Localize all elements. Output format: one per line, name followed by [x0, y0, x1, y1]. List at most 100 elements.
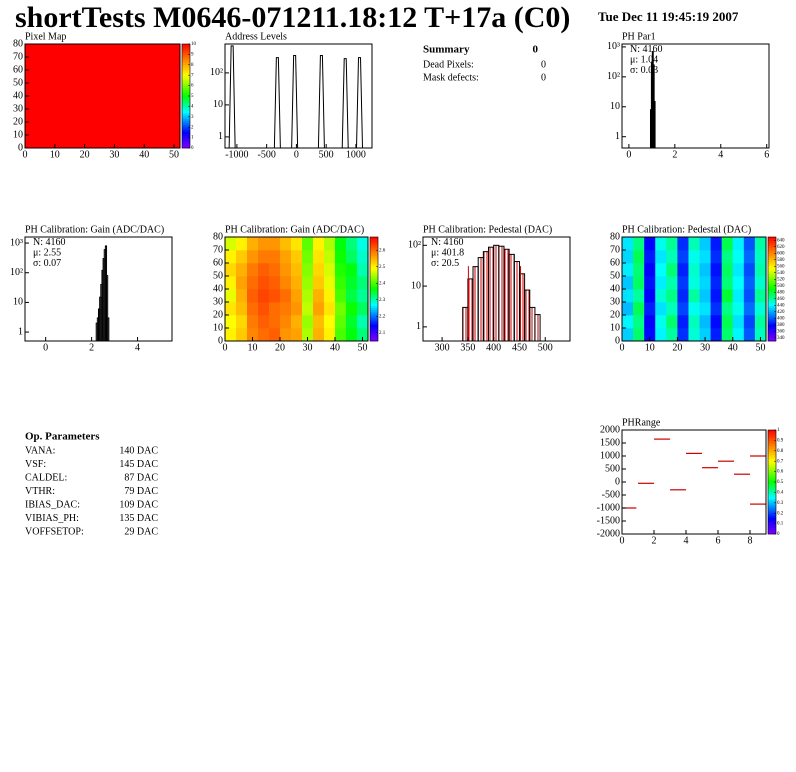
- heatmap-cell: [280, 315, 292, 329]
- plot-border: [422, 236, 571, 342]
- colorbar-segment: [182, 44, 190, 47]
- colorbar-segment: [768, 490, 776, 493]
- x-tick-label: 4: [684, 535, 689, 546]
- heatmap-cell: [666, 263, 678, 277]
- colorbar-segment: [768, 274, 776, 277]
- colorbar-segment: [370, 278, 378, 281]
- colorbar-segment: [768, 239, 776, 242]
- heatmap-cell: [335, 289, 347, 303]
- colorbar-label: 0.6: [777, 470, 784, 475]
- colorbar-segment: [182, 75, 190, 78]
- x-tick-label: -500: [257, 149, 275, 160]
- heatmap-cell: [743, 250, 756, 264]
- colorbar-segment: [182, 131, 190, 134]
- colorbar-segment: [768, 442, 776, 445]
- colorbar-segment: [182, 104, 190, 107]
- stats-entry: N: 4160: [630, 44, 663, 55]
- heatmap-cell: [335, 276, 347, 290]
- colorbar-segment: [768, 245, 776, 248]
- colorbar-label: 10: [191, 42, 197, 47]
- heatmap-cell: [291, 263, 303, 277]
- colorbar-segment: [768, 284, 776, 288]
- colorbar-segment: [182, 79, 190, 82]
- y-tick-label: 10: [13, 129, 23, 140]
- colorbar-segment: [768, 450, 776, 454]
- colorbar-label: 0.7: [777, 459, 784, 464]
- colorbar-segment: [370, 276, 378, 279]
- heatmap-cell: [302, 315, 314, 329]
- colorbar-segment: [768, 261, 776, 265]
- x-tick-label: 0: [223, 342, 228, 353]
- colorbar-segment: [182, 135, 190, 138]
- y-tick-label: 0: [18, 142, 23, 153]
- heatmap-cell: [346, 328, 358, 342]
- heatmap-cell: [622, 315, 634, 329]
- colorbar-segment: [182, 116, 190, 120]
- heatmap-cell: [688, 250, 700, 264]
- parameter-label: CALDEL:: [25, 472, 67, 483]
- heatmap-cell: [622, 276, 634, 290]
- x-tick-label: 500: [319, 149, 334, 160]
- y-tick-label: 60: [13, 64, 23, 75]
- heatmap-cell: [357, 237, 369, 251]
- heatmap-cell: [655, 328, 667, 342]
- colorbar-segment: [182, 120, 190, 124]
- colorbar-segment: [768, 316, 776, 319]
- heatmap-cell: [655, 302, 667, 316]
- heatmap-cell: [710, 328, 722, 342]
- heatmap-cell: [666, 276, 678, 290]
- heatmap-cell: [732, 276, 745, 290]
- colorbar-segment: [182, 71, 190, 74]
- y-tick-label: 30: [610, 296, 620, 307]
- x-tick-label: 40: [139, 149, 149, 160]
- heatmap-cell: [335, 328, 347, 342]
- colorbar-segment: [768, 448, 776, 452]
- colorbar-segment: [768, 473, 776, 477]
- parameter-value: 145 DAC: [119, 459, 158, 470]
- heatmap-cell: [754, 302, 767, 316]
- colorbar-segment: [768, 430, 776, 433]
- colorbar-label: 0.4: [777, 491, 784, 496]
- heatmap-cell: [302, 276, 314, 290]
- heatmap-cell: [280, 289, 292, 303]
- colorbar-segment: [768, 446, 776, 450]
- colorbar-segment: [768, 330, 776, 333]
- colorbar-label: 2.4: [379, 281, 386, 286]
- histogram-bin: [503, 248, 510, 342]
- colorbar-segment: [768, 459, 776, 462]
- parameter-label: IBIAS_DAC:: [25, 499, 80, 510]
- heatmap-cell: [25, 44, 181, 149]
- colorbar-segment: [768, 509, 776, 512]
- y-tick-label: 40: [610, 283, 620, 294]
- summary-value: 0: [541, 59, 546, 70]
- heatmap-cell: [357, 289, 369, 303]
- y-tick-label: -1500: [597, 515, 620, 526]
- peak: [228, 45, 236, 149]
- heatmap-cell: [644, 289, 656, 303]
- x-tick-label: 0: [620, 535, 625, 546]
- colorbar-segment: [768, 299, 776, 302]
- colorbar-segment: [768, 311, 776, 315]
- heatmap-cell: [236, 237, 248, 251]
- y-tick-label: 0: [615, 476, 620, 487]
- stats-value: 401.8: [442, 248, 465, 259]
- date: Tue Dec 11 19:45:19 2007: [598, 9, 739, 24]
- heatmap-cell: [291, 250, 303, 264]
- colorbar-label: 640: [777, 238, 785, 243]
- colorbar-segment: [768, 297, 776, 300]
- heatmap-cell: [644, 276, 656, 290]
- colorbar-segment: [182, 145, 190, 149]
- colorbar-label: 2.2: [379, 314, 386, 319]
- colorbar-segment: [768, 492, 776, 495]
- heatmap-cell: [335, 263, 347, 277]
- heatmap-cell: [732, 315, 745, 329]
- plot-frame: [225, 44, 372, 148]
- x-tick-label: 0: [620, 342, 625, 353]
- y-tick-label: 50: [610, 270, 620, 281]
- heatmap-cell: [655, 250, 667, 264]
- histogram-bin: [472, 266, 479, 342]
- colorbar-segment: [370, 318, 378, 321]
- colorbar-segment: [768, 286, 776, 290]
- heatmap-cell: [324, 276, 336, 290]
- colorbar-segment: [182, 125, 190, 128]
